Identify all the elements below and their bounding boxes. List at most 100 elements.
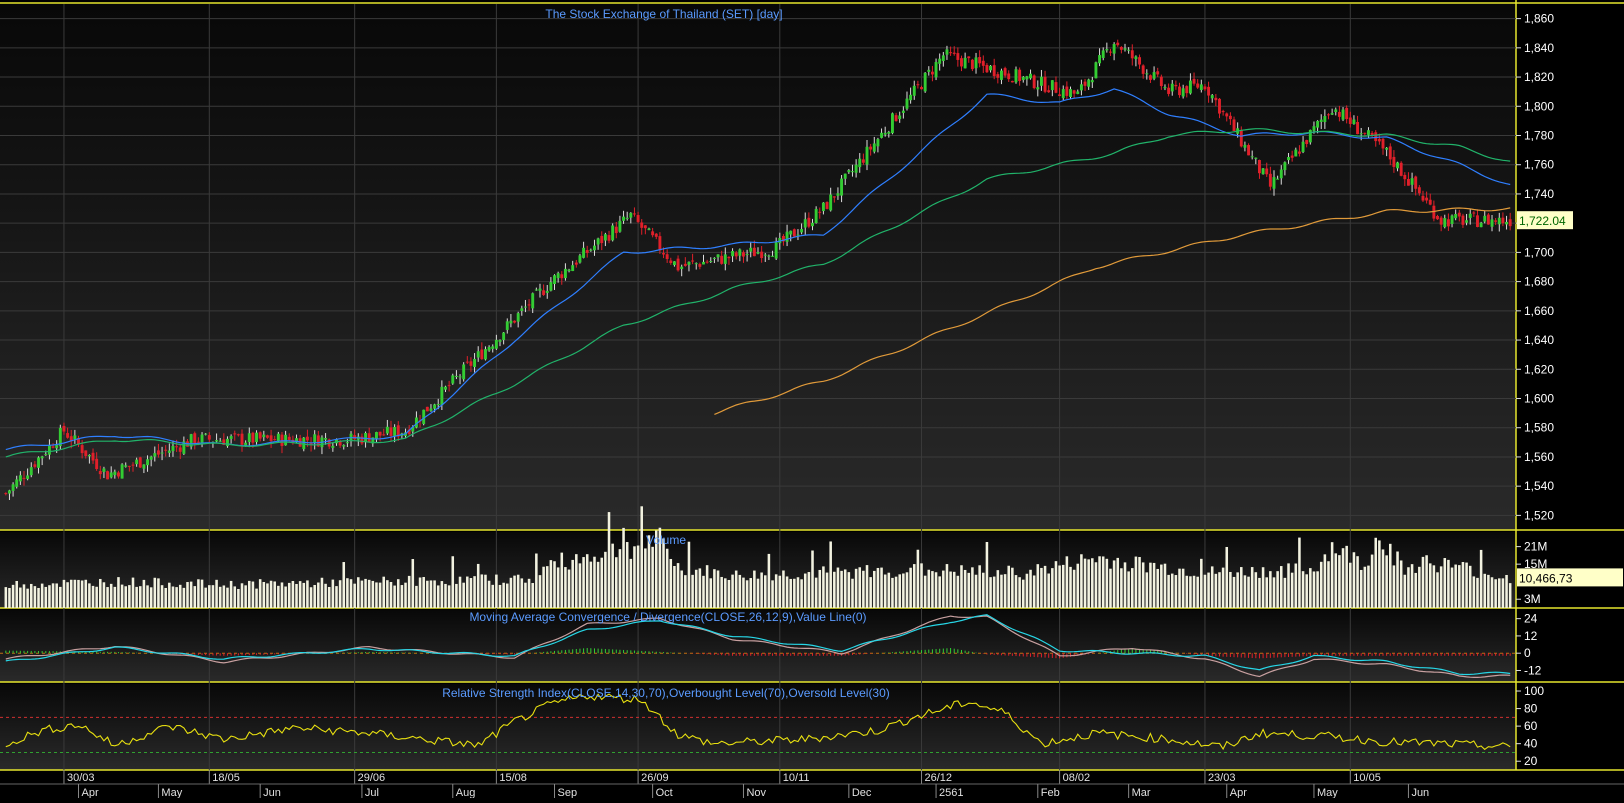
candle-body — [265, 435, 269, 438]
volume-bar — [426, 580, 429, 608]
volume-bar — [705, 565, 709, 608]
volume-bar — [371, 580, 375, 608]
price-tick-label: 1,520 — [1524, 508, 1554, 522]
volume-bar — [317, 582, 320, 608]
volume-bar — [429, 580, 433, 608]
candle-body — [247, 433, 251, 442]
volume-bar — [1087, 559, 1090, 608]
volume-bar — [1221, 567, 1225, 608]
candle-body — [40, 456, 44, 459]
candle-body — [1276, 178, 1280, 180]
volume-bar — [491, 584, 495, 608]
volume-bar — [593, 556, 596, 608]
candle-body — [244, 442, 248, 446]
candle-body — [1399, 162, 1403, 176]
candle-body — [923, 72, 927, 92]
candle-body — [233, 433, 237, 435]
candle-body — [1468, 213, 1472, 218]
candle-body — [1232, 119, 1236, 131]
candle-body — [236, 434, 240, 436]
volume-bar — [1047, 573, 1050, 608]
candle-body — [55, 445, 59, 449]
candle-body — [1410, 178, 1414, 185]
candle-body — [683, 263, 687, 266]
candle-body — [1497, 217, 1501, 225]
candle-body — [949, 52, 953, 54]
candle-body — [411, 426, 415, 432]
price-tick-label: 1,740 — [1524, 187, 1554, 201]
candle-body — [1465, 220, 1469, 223]
candle-body — [175, 446, 179, 448]
candle-body — [1421, 195, 1425, 201]
candle-body — [1156, 71, 1160, 75]
candle-body — [709, 261, 713, 263]
date-label: 23/03 — [1208, 772, 1236, 784]
volume-bar — [469, 578, 473, 608]
macd-line — [5, 615, 1511, 678]
volume-bar — [1367, 565, 1370, 608]
candle-body — [393, 427, 397, 437]
candle-body — [302, 437, 306, 450]
volume-bar — [313, 584, 316, 608]
volume-bar — [258, 579, 262, 608]
volume-bar — [1120, 568, 1123, 608]
volume-bar — [651, 546, 654, 608]
volume-bar — [1029, 569, 1032, 608]
volume-bar — [873, 570, 876, 608]
volume-bar — [382, 576, 385, 608]
candle-body — [305, 436, 309, 441]
candle-body — [1043, 76, 1047, 92]
candle-body — [800, 228, 804, 233]
volume-bar — [767, 553, 771, 608]
candle-body — [716, 254, 720, 258]
volume-bar — [720, 576, 723, 608]
candle-body — [1443, 218, 1447, 228]
volume-bar — [1200, 558, 1203, 608]
volume-bar — [731, 574, 734, 608]
rsi-axis-bg — [1516, 684, 1624, 770]
volume-bar — [1269, 571, 1272, 608]
volume-bar — [182, 587, 186, 608]
volume-bar — [509, 577, 513, 608]
volume-bar — [589, 561, 593, 608]
volume-bar — [571, 559, 574, 608]
candle-body — [1425, 197, 1429, 201]
macd-signal-line — [5, 614, 1511, 676]
volume-bar — [1258, 577, 1261, 608]
volume-bar — [168, 582, 171, 608]
candle-body — [1450, 215, 1454, 224]
volume-bar — [1468, 565, 1472, 608]
candle-body — [1461, 215, 1465, 225]
candle-body — [1381, 138, 1385, 149]
volume-bar — [1080, 554, 1083, 608]
candle-body — [1337, 111, 1341, 117]
candle-body — [44, 454, 48, 456]
volume-bar — [1043, 565, 1047, 608]
candle-body — [1494, 220, 1498, 222]
volume-bar — [858, 567, 862, 608]
candle-body — [189, 434, 193, 447]
candle-body — [981, 60, 985, 66]
candle-body — [1308, 129, 1312, 143]
volume-tick-label: 15M — [1524, 557, 1547, 571]
candle-body — [229, 436, 233, 439]
candle-body — [1090, 80, 1094, 83]
candle-body — [636, 215, 640, 222]
volume-bar — [665, 548, 669, 608]
candle-body — [774, 242, 778, 259]
volume-bar — [1174, 575, 1178, 608]
candle-body — [556, 273, 560, 279]
candle-body — [749, 247, 753, 252]
volume-bar — [1392, 565, 1396, 608]
candle-body — [691, 260, 695, 262]
volume-bar — [578, 563, 582, 608]
volume-bar — [149, 587, 153, 608]
volume-bar — [1210, 566, 1214, 608]
volume-bar — [1134, 556, 1138, 608]
candle-body — [113, 471, 117, 476]
price-tick-label: 1,800 — [1524, 99, 1554, 113]
volume-bar — [898, 574, 901, 608]
candle-body — [98, 471, 102, 475]
candle-body — [1203, 86, 1207, 90]
volume-bar — [713, 569, 716, 608]
